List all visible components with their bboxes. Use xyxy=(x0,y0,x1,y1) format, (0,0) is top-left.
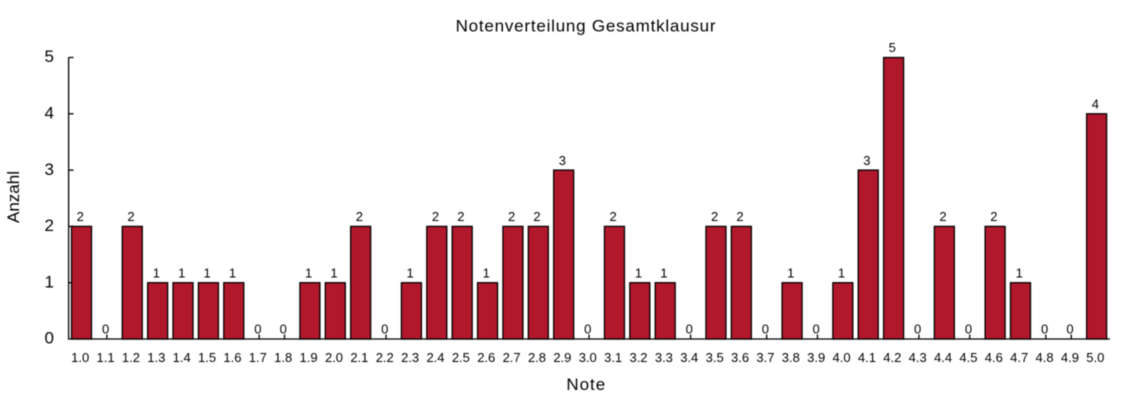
svg-text:1.9: 1.9 xyxy=(300,350,318,365)
svg-text:0: 0 xyxy=(1041,322,1048,337)
svg-text:4.7: 4.7 xyxy=(1010,350,1028,365)
svg-text:1: 1 xyxy=(838,265,845,280)
svg-text:2: 2 xyxy=(939,209,946,224)
svg-text:Anzahl: Anzahl xyxy=(4,171,23,223)
svg-text:1: 1 xyxy=(45,272,54,291)
svg-text:1: 1 xyxy=(660,265,667,280)
svg-text:3.0: 3.0 xyxy=(579,350,597,365)
svg-text:1.4: 1.4 xyxy=(173,350,191,365)
svg-text:2: 2 xyxy=(736,209,743,224)
svg-text:5: 5 xyxy=(889,40,896,55)
svg-text:4.6: 4.6 xyxy=(985,350,1003,365)
svg-text:4.9: 4.9 xyxy=(1061,350,1079,365)
svg-text:3.5: 3.5 xyxy=(706,350,724,365)
svg-text:1: 1 xyxy=(229,265,236,280)
svg-text:2.6: 2.6 xyxy=(477,350,495,365)
svg-text:2.5: 2.5 xyxy=(452,350,470,365)
svg-text:1: 1 xyxy=(483,265,490,280)
svg-text:1.2: 1.2 xyxy=(122,350,140,365)
svg-text:2: 2 xyxy=(711,209,718,224)
svg-text:0: 0 xyxy=(813,322,820,337)
svg-text:1: 1 xyxy=(330,265,337,280)
svg-text:1.3: 1.3 xyxy=(147,350,165,365)
svg-text:5: 5 xyxy=(45,47,54,66)
svg-text:0: 0 xyxy=(584,322,591,337)
svg-text:0: 0 xyxy=(381,322,388,337)
svg-text:3.2: 3.2 xyxy=(629,350,647,365)
svg-text:0: 0 xyxy=(280,322,287,337)
svg-text:2.2: 2.2 xyxy=(376,350,394,365)
svg-text:2.7: 2.7 xyxy=(503,350,521,365)
svg-text:4.8: 4.8 xyxy=(1036,350,1054,365)
svg-text:3.4: 3.4 xyxy=(680,350,698,365)
svg-text:0: 0 xyxy=(254,322,261,337)
svg-text:1.6: 1.6 xyxy=(223,350,241,365)
svg-text:2: 2 xyxy=(533,209,540,224)
svg-text:2: 2 xyxy=(45,216,54,235)
svg-text:2.3: 2.3 xyxy=(401,350,419,365)
svg-text:Note: Note xyxy=(566,375,606,394)
svg-text:0: 0 xyxy=(686,322,693,337)
svg-text:2: 2 xyxy=(127,209,134,224)
svg-text:1.8: 1.8 xyxy=(274,350,292,365)
svg-text:1.1: 1.1 xyxy=(97,350,115,365)
svg-text:2: 2 xyxy=(610,209,617,224)
svg-text:1: 1 xyxy=(635,265,642,280)
svg-text:0: 0 xyxy=(914,322,921,337)
svg-text:4.4: 4.4 xyxy=(934,350,952,365)
svg-text:Notenverteilung Gesamtklausur: Notenverteilung Gesamtklausur xyxy=(456,17,717,36)
svg-text:1: 1 xyxy=(1016,265,1023,280)
svg-text:2.4: 2.4 xyxy=(426,350,444,365)
svg-text:1: 1 xyxy=(305,265,312,280)
svg-text:3.9: 3.9 xyxy=(807,350,825,365)
svg-text:3: 3 xyxy=(559,153,566,168)
svg-text:0: 0 xyxy=(965,322,972,337)
svg-text:2: 2 xyxy=(508,209,515,224)
svg-text:1.0: 1.0 xyxy=(71,350,89,365)
svg-text:2.0: 2.0 xyxy=(325,350,343,365)
svg-text:3.8: 3.8 xyxy=(782,350,800,365)
svg-text:0: 0 xyxy=(1066,322,1073,337)
svg-text:1: 1 xyxy=(203,265,210,280)
svg-text:4.1: 4.1 xyxy=(858,350,876,365)
svg-text:4: 4 xyxy=(1092,97,1099,112)
svg-text:2: 2 xyxy=(356,209,363,224)
svg-text:4.5: 4.5 xyxy=(959,350,977,365)
svg-text:3.1: 3.1 xyxy=(604,350,622,365)
svg-text:3.3: 3.3 xyxy=(655,350,673,365)
svg-text:5.0: 5.0 xyxy=(1086,350,1104,365)
svg-text:3: 3 xyxy=(863,153,870,168)
svg-text:2.1: 2.1 xyxy=(350,350,368,365)
svg-text:1.7: 1.7 xyxy=(249,350,267,365)
svg-text:0: 0 xyxy=(45,329,54,348)
svg-text:2: 2 xyxy=(432,209,439,224)
svg-text:4: 4 xyxy=(45,104,54,123)
svg-text:3.6: 3.6 xyxy=(731,350,749,365)
svg-text:4.2: 4.2 xyxy=(883,350,901,365)
svg-text:4.3: 4.3 xyxy=(909,350,927,365)
svg-text:1: 1 xyxy=(787,265,794,280)
svg-text:1: 1 xyxy=(178,265,185,280)
svg-text:1: 1 xyxy=(406,265,413,280)
svg-text:3: 3 xyxy=(45,160,54,179)
svg-text:2: 2 xyxy=(990,209,997,224)
svg-text:2: 2 xyxy=(77,209,84,224)
svg-text:2.9: 2.9 xyxy=(553,350,571,365)
svg-text:3.7: 3.7 xyxy=(756,350,774,365)
svg-text:1: 1 xyxy=(153,265,160,280)
svg-text:0: 0 xyxy=(102,322,109,337)
svg-text:2.8: 2.8 xyxy=(528,350,546,365)
svg-text:4.0: 4.0 xyxy=(833,350,851,365)
svg-text:0: 0 xyxy=(762,322,769,337)
svg-text:2: 2 xyxy=(457,209,464,224)
svg-text:1.5: 1.5 xyxy=(198,350,216,365)
